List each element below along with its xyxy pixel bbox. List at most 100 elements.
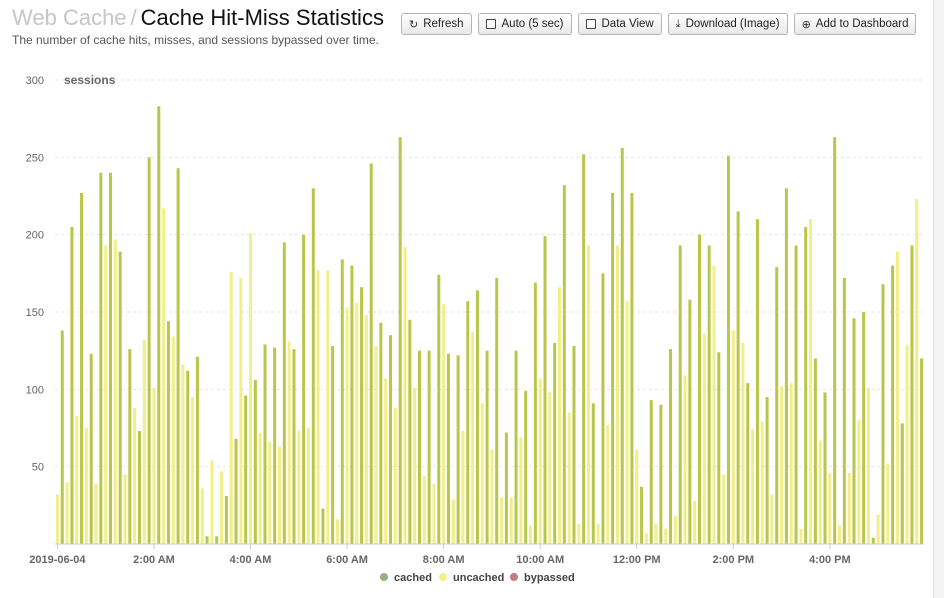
bar-uncached[interactable] [152,387,156,544]
bar[interactable] [374,346,378,544]
bar[interactable] [712,265,716,544]
bar[interactable] [529,525,533,544]
bar[interactable] [152,387,156,544]
bar[interactable] [84,428,88,544]
bar[interactable] [355,302,359,544]
bar[interactable] [809,219,813,544]
bar[interactable] [340,259,344,544]
bar[interactable] [186,370,190,544]
bar-uncached[interactable] [852,318,856,544]
bar[interactable] [403,247,407,545]
bar-uncached[interactable] [75,415,79,544]
bar-uncached[interactable] [166,321,170,544]
bar[interactable] [123,474,127,544]
bar-uncached[interactable] [746,383,750,544]
bar-uncached[interactable] [784,188,788,544]
bar[interactable] [659,404,663,544]
bar-uncached[interactable] [886,463,890,544]
bar-uncached[interactable] [693,500,697,544]
bar[interactable] [292,349,296,544]
bar[interactable] [886,463,890,544]
bar[interactable] [881,284,885,544]
bar-uncached[interactable] [688,299,692,544]
bar-uncached[interactable] [345,307,349,544]
bar[interactable] [480,403,484,544]
bar-uncached[interactable] [654,523,658,544]
bar-uncached[interactable] [813,358,817,544]
bar[interactable] [408,319,412,544]
bar-uncached[interactable] [133,407,137,544]
bar-uncached[interactable] [572,346,576,544]
bar-uncached[interactable] [137,431,141,544]
bar-uncached[interactable] [205,536,209,544]
bar-uncached[interactable] [374,346,378,544]
bar[interactable] [326,270,330,544]
bar-uncached[interactable] [862,312,866,544]
bar-uncached[interactable] [871,537,875,544]
bar[interactable] [137,431,141,544]
bar-uncached[interactable] [70,226,74,544]
bar[interactable] [75,415,79,544]
bar-uncached[interactable] [229,271,233,544]
bar[interactable] [760,421,764,544]
bar[interactable] [654,523,658,544]
bar[interactable] [316,270,320,544]
bar[interactable] [799,528,803,544]
bar[interactable] [833,137,837,544]
bar[interactable] [234,438,238,544]
bar-uncached[interactable] [659,404,663,544]
bar-uncached[interactable] [755,219,759,544]
bar[interactable] [635,449,639,544]
bar-uncached[interactable] [543,236,547,544]
bar[interactable] [775,267,779,544]
bar[interactable] [838,525,842,544]
bar-uncached[interactable] [524,390,528,544]
bar-uncached[interactable] [142,339,146,544]
download-image-button[interactable]: ⤓ Download (Image) [667,13,788,35]
bar-uncached[interactable] [268,441,272,544]
bar-uncached[interactable] [113,239,117,544]
bar[interactable] [104,245,108,545]
bar-uncached[interactable] [389,335,393,544]
bar-uncached[interactable] [94,483,98,544]
bar[interactable] [70,226,74,544]
bar-uncached[interactable] [446,353,450,544]
bar[interactable] [543,236,547,544]
bar-uncached[interactable] [596,523,600,544]
bar-uncached[interactable] [538,378,542,544]
bar[interactable] [191,397,195,544]
bar-uncached[interactable] [273,347,277,544]
bar-uncached[interactable] [253,380,257,544]
bar-uncached[interactable] [809,219,813,544]
bar[interactable] [500,497,504,544]
bar-uncached[interactable] [910,245,914,545]
bar-uncached[interactable] [408,319,412,544]
refresh-button[interactable]: ↻ Refresh [401,13,472,35]
bar-uncached[interactable] [833,137,837,544]
bar[interactable] [398,137,402,544]
bar[interactable] [389,335,393,544]
bar-uncached[interactable] [789,383,793,544]
bar[interactable] [823,392,827,544]
bar[interactable] [128,349,132,544]
bar-uncached[interactable] [717,352,721,544]
bar-uncached[interactable] [60,330,64,544]
bar[interactable] [65,482,69,544]
bar[interactable] [862,312,866,544]
bar[interactable] [746,383,750,544]
bar[interactable] [364,315,368,544]
bar-uncached[interactable] [181,364,185,544]
bar-uncached[interactable] [316,270,320,544]
bar[interactable] [707,245,711,545]
bar[interactable] [181,364,185,544]
bar[interactable] [755,219,759,544]
bar[interactable] [157,106,161,544]
bar[interactable] [615,245,619,545]
bar-uncached[interactable] [186,370,190,544]
bar[interactable] [649,400,653,544]
bar[interactable] [418,350,421,544]
bar-uncached[interactable] [509,497,513,544]
bar-uncached[interactable] [847,472,851,544]
bar[interactable] [413,387,417,544]
bar-uncached[interactable] [495,277,499,544]
